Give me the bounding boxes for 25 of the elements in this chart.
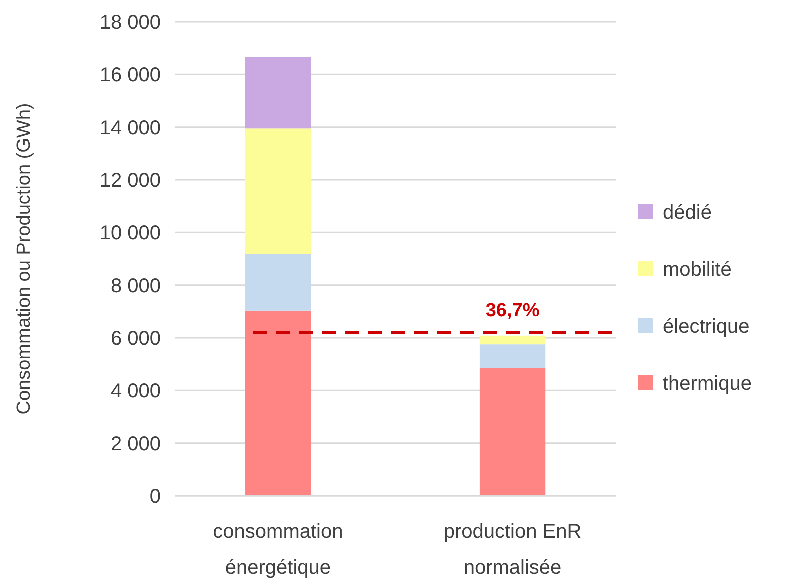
y-tick-label: 0 xyxy=(150,486,161,508)
y-tick-label: 18 000 xyxy=(100,12,161,34)
legend-label: mobilité xyxy=(663,259,732,281)
y-tick-label: 2 000 xyxy=(110,433,161,456)
y-tick-label: 8 000 xyxy=(110,275,161,298)
y-tick-label: 16 000 xyxy=(100,64,161,87)
y-axis-title: Consommation ou Production (GWh) xyxy=(14,103,35,415)
y-tick-label: 10 000 xyxy=(100,222,161,245)
bar xyxy=(245,57,312,129)
legend-label: thermique xyxy=(663,373,752,395)
bar xyxy=(245,254,312,311)
x-tick-label: production EnR normalisée xyxy=(444,521,582,579)
bar xyxy=(245,128,312,254)
y-tick-label: 12 000 xyxy=(100,170,161,192)
y-tick-label: 6 000 xyxy=(110,328,161,350)
legend-label: dédié xyxy=(663,202,712,224)
bar xyxy=(480,368,546,496)
bar xyxy=(480,336,546,345)
annotation: 36,7% xyxy=(486,300,540,322)
bar xyxy=(245,310,312,496)
legend-label: électrique xyxy=(663,316,750,338)
y-tick-label: 14 000 xyxy=(100,117,161,140)
y-tick-label: 4 000 xyxy=(110,380,161,403)
bar xyxy=(480,344,546,368)
x-tick-label: consommation énergétique xyxy=(213,521,344,579)
